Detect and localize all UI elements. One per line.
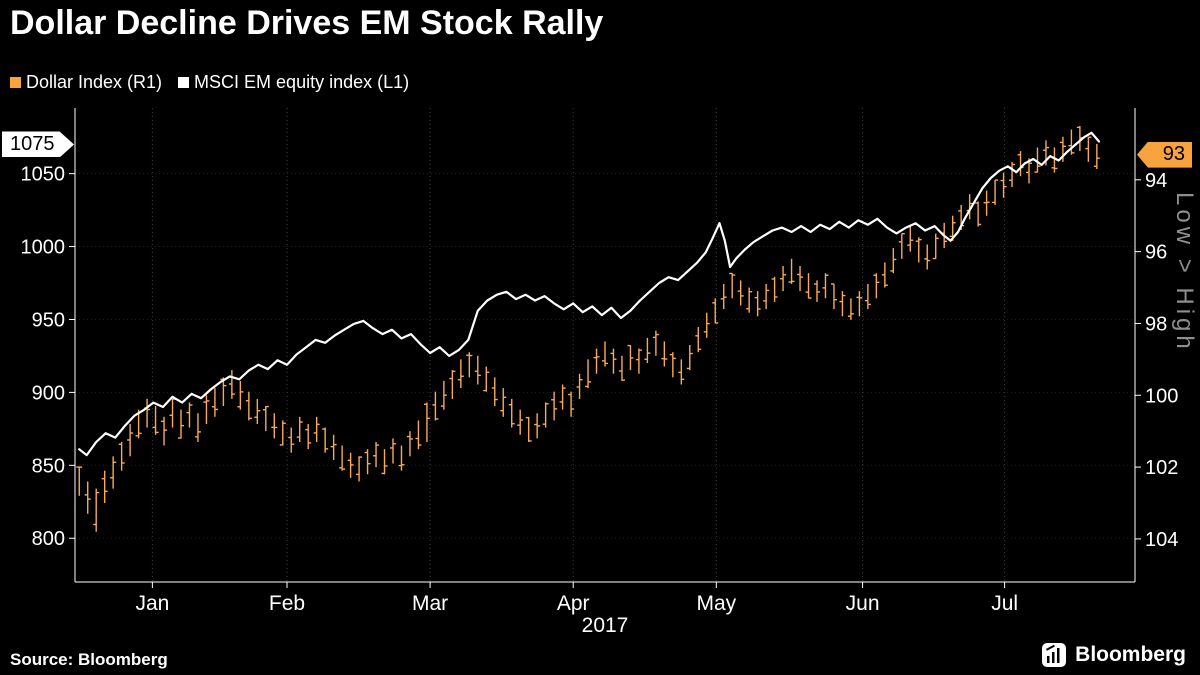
orange-swatch-icon [10,77,21,88]
legend-item-dollar-index: Dollar Index (R1) [10,72,162,93]
right-last-value-callout: 93 [1137,141,1192,168]
legend-label: Dollar Index (R1) [26,72,163,92]
svg-text:Jun: Jun [846,592,880,615]
chart-legend: Dollar Index (R1) MSCI EM equity index (… [10,72,409,93]
svg-text:Feb: Feb [269,592,305,615]
svg-text:100: 100 [1145,385,1178,407]
svg-text:1050: 1050 [21,164,66,186]
svg-text:1000: 1000 [21,237,66,259]
bloomberg-logo: Bloomberg [1041,642,1186,668]
svg-text:850: 850 [32,455,65,477]
svg-text:98: 98 [1145,313,1167,335]
svg-text:94: 94 [1145,170,1167,192]
svg-text:102: 102 [1145,457,1178,479]
svg-text:Jul: Jul [991,592,1018,615]
svg-text:Apr: Apr [557,592,590,615]
svg-text:800: 800 [32,528,65,550]
chart-bars-icon [1042,643,1067,667]
chart-title: Dollar Decline Drives EM Stock Rally [10,4,604,42]
brand-name: Bloomberg [1075,643,1186,666]
left-last-value-callout: 1075 [2,131,74,158]
source-label: Source: Bloomberg [10,650,168,669]
msci-last-value: 1075 [10,132,55,155]
white-swatch-icon [178,77,190,88]
dollar-last-value: 93 [1162,143,1185,166]
svg-text:Jan: Jan [135,592,169,615]
svg-text:96: 96 [1145,242,1167,264]
legend-item-msci-em: MSCI EM equity index (L1) [178,72,409,93]
right-axis-direction-label: Low > High [1171,192,1198,353]
legend-label: MSCI EM equity index (L1) [194,72,410,92]
svg-text:104: 104 [1145,529,1178,551]
svg-text:950: 950 [32,309,65,331]
x-axis-year-label: 2017 [581,614,629,637]
svg-text:May: May [696,592,736,615]
svg-text:900: 900 [32,382,65,404]
svg-text:Mar: Mar [412,592,448,615]
